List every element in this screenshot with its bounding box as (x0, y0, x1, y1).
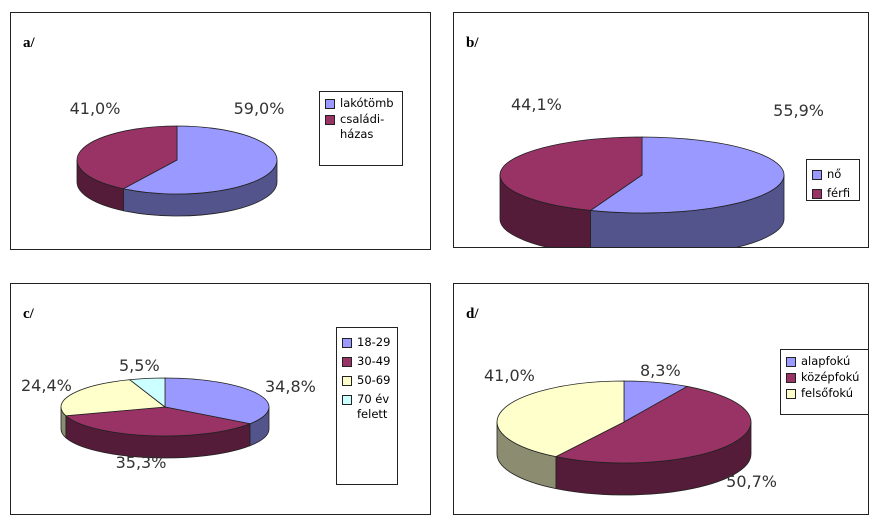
legend-label: nő (827, 167, 842, 181)
pie-slice (164, 377, 270, 425)
pie-slice (64, 406, 252, 437)
pie-slice (76, 125, 178, 190)
pie-chart: 59,0% 41,0% (70, 99, 285, 217)
chart-panel-c: c/ 34,8% 35,3% 24,4% 5,5% 18-29 30-49 50-69 70… (10, 283, 431, 515)
data-label: 50,7% (726, 472, 777, 491)
legend-swatch (325, 115, 335, 125)
chart-panel-a: a/ 59,0% 41,0% lakótömb családi- házas (10, 12, 431, 250)
legend: 18-29 30-49 50-69 70 év felett (336, 327, 398, 485)
legend-swatch (342, 376, 352, 386)
pie-chart: 34,8% 35,3% 24,4% 5,5% (21, 356, 316, 472)
legend-label: családi- házas (340, 112, 385, 141)
data-label: 5,5% (119, 356, 160, 375)
legend-swatch (342, 395, 352, 405)
legend-swatch (342, 338, 352, 348)
legend-item: 50-69 (342, 373, 392, 388)
panel-label: b/ (466, 35, 479, 51)
chart-panel-d: d/ 8,3% 50,7% 41,0% alapfokú középfokú felső… (453, 283, 869, 515)
legend-label: 50-69 (357, 373, 391, 387)
legend-swatch (786, 373, 796, 383)
legend: nő férfi (806, 159, 860, 201)
data-label: 55,9% (773, 101, 824, 120)
data-label: 24,4% (21, 376, 72, 395)
pie-slice (60, 379, 167, 417)
pie-chart: 55,9% 44,1% (499, 95, 824, 247)
pie-slice (496, 380, 625, 458)
legend-label: 70 év felett (357, 392, 390, 421)
legend-item: 30-49 (342, 354, 392, 369)
legend-swatch (812, 189, 822, 199)
legend-swatch (325, 99, 335, 109)
panel-label: d/ (466, 306, 479, 322)
panel-label: a/ (23, 35, 35, 51)
legend-label: férfi (827, 186, 851, 200)
legend-item: alapfokú (786, 354, 868, 369)
legend-item: 18-29 (342, 335, 392, 350)
legend-swatch (786, 389, 796, 399)
legend: alapfokú középfokú felsőfokú (780, 349, 868, 415)
data-label: 35,3% (116, 453, 167, 472)
legend: lakótömb családi- házas (319, 91, 403, 166)
data-label: 8,3% (640, 361, 681, 380)
legend-item: felsőfokú (786, 386, 868, 401)
data-label: 34,8% (265, 377, 316, 396)
legend-label: 18-29 (357, 335, 391, 349)
panel-label: c/ (23, 306, 34, 322)
legend-item: családi- házas (325, 112, 397, 142)
legend-item: középfokú (786, 370, 868, 385)
pie-slice (589, 136, 785, 214)
data-label: 41,0% (70, 99, 121, 118)
legend-swatch (342, 357, 352, 367)
legend-item: lakótömb (325, 96, 397, 111)
legend-swatch (812, 170, 822, 180)
chart-panel-b: b/ 55,9% 44,1% nő férfi (453, 12, 869, 248)
legend-label: alapfokú (801, 354, 851, 368)
data-label: 59,0% (234, 99, 285, 118)
legend-item: férfi (812, 186, 854, 201)
pie-slice (122, 125, 278, 195)
legend-item: nő (812, 167, 854, 182)
pie-slice (554, 386, 752, 464)
pie-chart: 8,3% 50,7% 41,0% (484, 361, 777, 496)
data-label: 41,0% (484, 366, 535, 385)
legend-label: 30-49 (357, 354, 391, 368)
legend-label: lakótömb (340, 96, 394, 110)
data-label: 44,1% (511, 95, 562, 114)
legend-item: 70 év felett (342, 392, 392, 422)
legend-label: középfokú (801, 370, 860, 384)
pie-slice (499, 136, 643, 211)
pie-slice (128, 377, 166, 408)
legend-label: felsőfokú (801, 386, 854, 400)
legend-swatch (786, 357, 796, 367)
